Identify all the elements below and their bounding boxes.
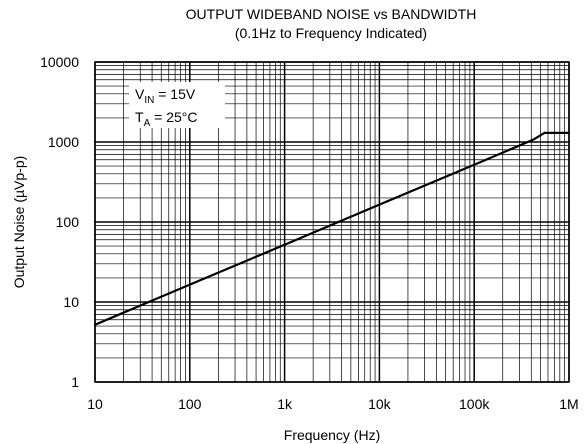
chart-title: OUTPUT WIDEBAND NOISE vs BANDWIDTH bbox=[185, 6, 477, 22]
x-tick-label: 100 bbox=[178, 396, 202, 412]
y-tick-label: 100 bbox=[56, 214, 80, 230]
plot-frame bbox=[94, 61, 570, 383]
x-tick-label: 10k bbox=[368, 396, 392, 412]
conditions-annotation: VIN = 15V TA = 25°C bbox=[129, 82, 225, 129]
y-tick-labels: 1 10 100 1000 10000 bbox=[40, 54, 79, 390]
x-axis-label: Frequency (Hz) bbox=[284, 427, 380, 443]
y-axis-label: Output Noise (µVp-p) bbox=[11, 156, 27, 289]
y-tick-label: 1 bbox=[71, 374, 79, 390]
annotation-vin: VIN = 15V bbox=[135, 86, 196, 106]
chart-subtitle: (0.1Hz to Frequency Indicated) bbox=[234, 25, 428, 41]
x-tick-label: 1M bbox=[559, 396, 578, 412]
annotation-ta: TA = 25°C bbox=[135, 109, 197, 129]
x-tick-labels: 10 100 1k 10k 100k 1M bbox=[87, 396, 579, 412]
y-tick-label: 10000 bbox=[40, 54, 79, 70]
y-tick-label: 10 bbox=[63, 294, 79, 310]
noise-curve bbox=[94, 131, 569, 326]
plot-series bbox=[94, 131, 569, 326]
y-tick-label: 1000 bbox=[48, 134, 79, 150]
x-tick-label: 10 bbox=[87, 396, 103, 412]
x-tick-label: 1k bbox=[277, 396, 293, 412]
x-tick-label: 100k bbox=[459, 396, 490, 412]
